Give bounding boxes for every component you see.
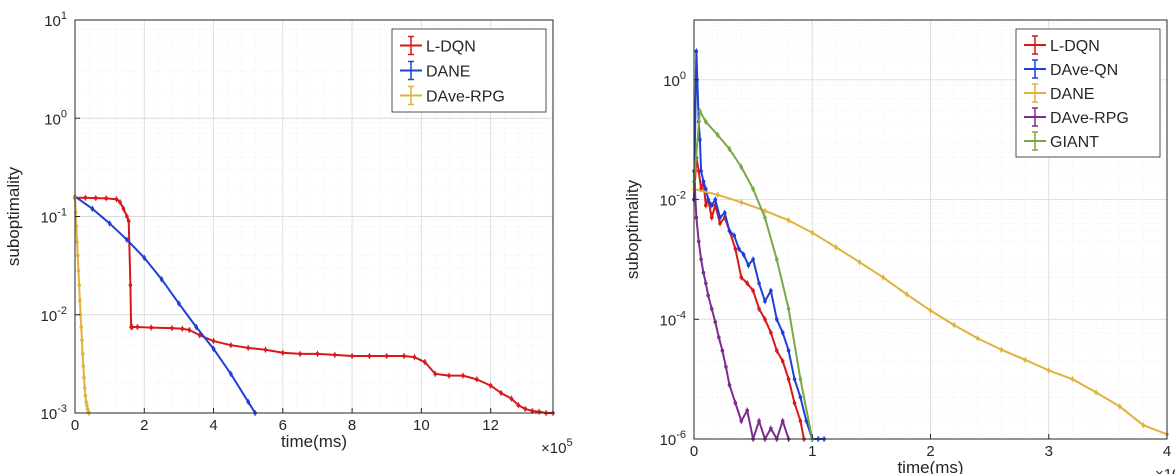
y-tick-label: 10-6 (660, 429, 686, 449)
x-tick-label: 4 (1163, 443, 1171, 460)
legend-label: DAve-RPG (1050, 110, 1129, 127)
legend-label: L-DQN (426, 39, 476, 56)
x-tick-label: 1 (808, 443, 816, 460)
x-tick-label: 0 (71, 417, 79, 434)
y-axis-label: suboptimality (4, 166, 23, 266)
chart-left: 0 2 4 6 8 10 12 10-3 10-2 10-1 100 101 time(ms) ×105 s… (4, 10, 573, 457)
y-tick-label: 10-2 (660, 190, 686, 210)
legend-label: DAve-RPG (426, 89, 505, 106)
y-tick-label: 10-2 (41, 305, 67, 325)
y-tick-label: 10-1 (41, 207, 67, 227)
series-dane (692, 186, 1169, 438)
chart-right: 0 1 2 3 4 10-6 10-4 10-2 100 time(ms) ×104 suboptim… (623, 19, 1175, 474)
x-tick-label: 2 (926, 443, 934, 460)
y-tick-label: 10-4 (660, 309, 686, 329)
grid (74, 19, 553, 414)
legend-label: DANE (426, 64, 470, 81)
legend-label: GIANT (1050, 134, 1099, 151)
series-giant (692, 108, 815, 442)
legend: L-DQN DAve-QN DANE DAve-RPG GIANT (1015, 28, 1161, 158)
x-tick-label: 10 (413, 417, 430, 434)
x-tick-label: 2 (140, 417, 148, 434)
x-tick-label: 3 (1045, 443, 1053, 460)
y-tick-label: 100 (663, 70, 686, 90)
x-exponent-label: ×104 (1155, 463, 1175, 474)
legend-label: L-DQN (1050, 38, 1100, 55)
series-line (693, 110, 814, 440)
x-tick-label: 8 (348, 417, 356, 434)
x-axis-label: time(ms) (897, 458, 963, 474)
y-tick-label: 100 (44, 108, 67, 128)
y-axis-label: suboptimality (623, 179, 642, 279)
y-tick-label: 10-3 (41, 403, 67, 423)
legend: L-DQN DANE DAve-RPG (391, 28, 547, 113)
legend-label: DAve-QN (1050, 62, 1118, 79)
legend-label: DANE (1050, 86, 1094, 103)
series-dane (73, 193, 257, 416)
y-tick-label: 101 (44, 10, 67, 30)
x-exponent-label: ×105 (541, 437, 573, 457)
x-tick-label: 6 (279, 417, 287, 434)
series-line (74, 195, 256, 414)
x-tick-label: 12 (482, 417, 499, 434)
series-dave-rpg (692, 168, 791, 442)
x-tick-label: 0 (690, 443, 698, 460)
x-axis-label: time(ms) (281, 432, 347, 451)
x-tick-label: 4 (209, 417, 217, 434)
